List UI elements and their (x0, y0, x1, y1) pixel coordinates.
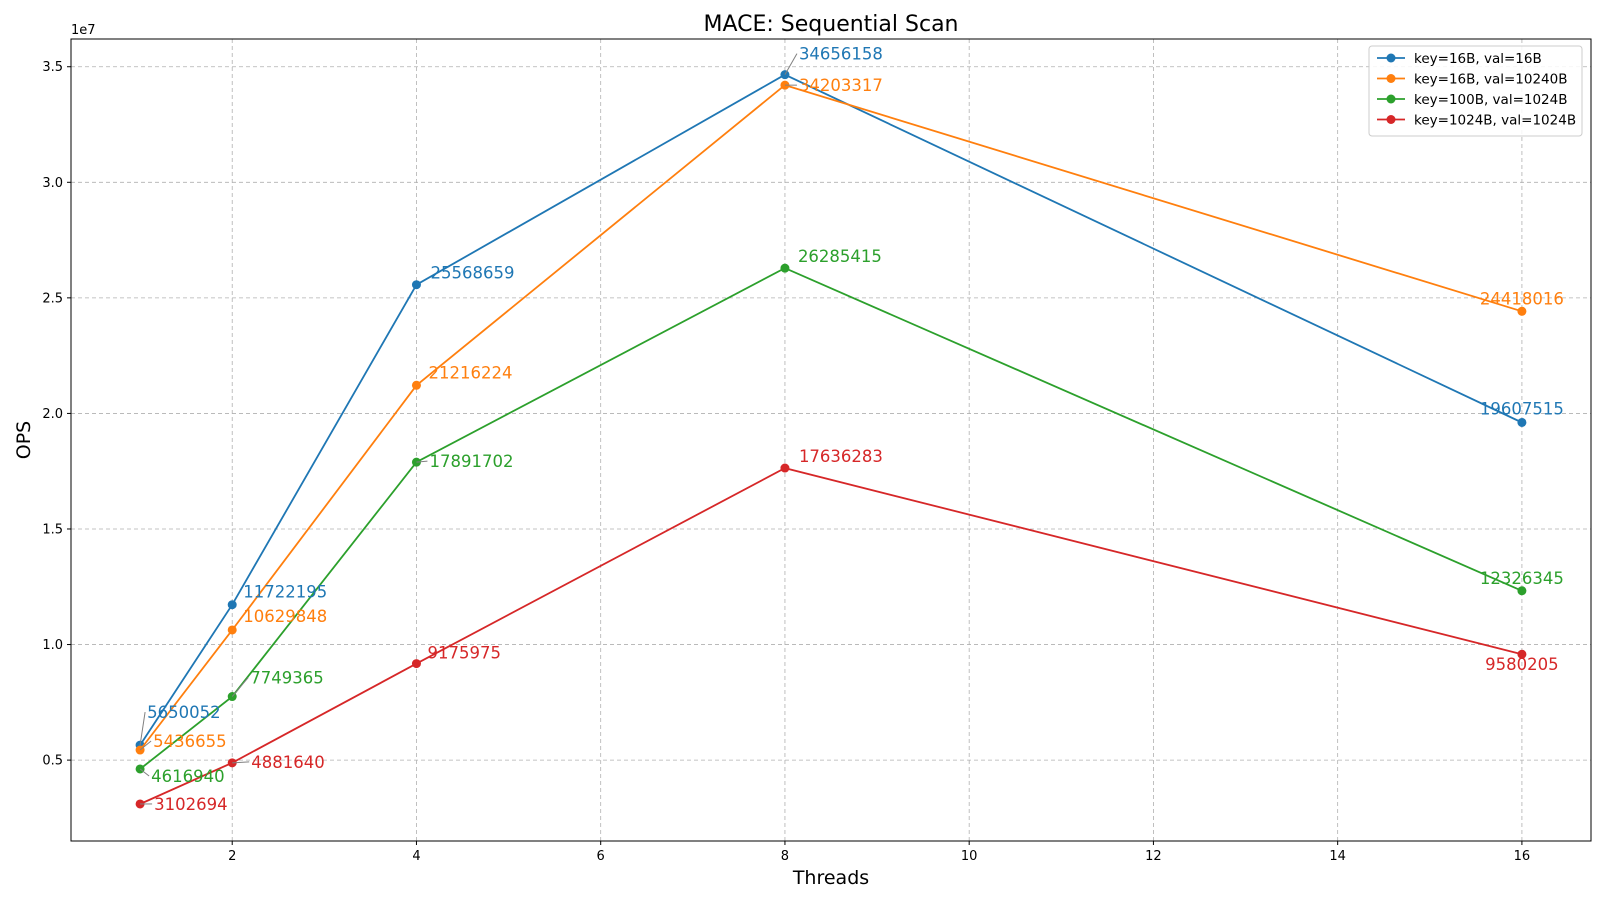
y-axis: 0.5 1.0 1.5 2.0 2.5 3.0 3.5 (42, 60, 71, 769)
data-label: 11722195 (243, 583, 327, 602)
data-point (1517, 417, 1527, 427)
legend-swatch-marker (1386, 53, 1396, 63)
legend-label: key=100B, val=1024B (1414, 92, 1568, 108)
data-label: 34203317 (799, 76, 883, 95)
annotation-leader (232, 761, 250, 764)
y-tick-label: 0.5 (42, 754, 63, 769)
data-label: 34656158 (799, 45, 883, 64)
data-label: 9175975 (427, 644, 501, 663)
x-tick-label: 4 (412, 849, 420, 864)
annotation-layer: 5650052 11722195 25568659 34656158 19607515 5… (139, 45, 1564, 814)
x-axis-title: Threads (792, 867, 869, 889)
data-label: 9580205 (1485, 655, 1559, 674)
data-point (227, 600, 237, 610)
data-label: 5650052 (147, 703, 221, 722)
data-point (1517, 649, 1527, 659)
y-tick-label: 3.5 (42, 60, 63, 75)
data-point (411, 380, 421, 390)
data-point (227, 625, 237, 635)
y-axis-multiplier: 1e7 (71, 23, 96, 38)
annotation-leader (139, 768, 150, 777)
x-tick-label: 2 (228, 849, 236, 864)
x-tick-label: 14 (1329, 849, 1346, 864)
data-point (1517, 586, 1527, 596)
x-tick-label: 16 (1514, 849, 1531, 864)
y-tick-label: 2.5 (42, 291, 63, 306)
data-point (780, 463, 790, 473)
x-tick-label: 10 (961, 849, 978, 864)
data-point (411, 280, 421, 290)
data-label: 12326345 (1480, 569, 1564, 588)
annotation-leader (139, 712, 146, 746)
legend-item: key=100B, val=1024B (1377, 92, 1568, 108)
data-label: 24418016 (1480, 289, 1564, 308)
data-label: 3102694 (154, 795, 228, 814)
y-tick-label: 1.5 (42, 522, 63, 537)
legend-swatch-marker (1386, 115, 1396, 124)
x-tick-label: 6 (597, 849, 605, 864)
legend-item: key=1024B, val=1024B (1377, 113, 1576, 129)
data-point (411, 659, 421, 669)
data-point (1517, 306, 1527, 316)
data-label: 10629848 (243, 607, 327, 626)
annotation-leader (784, 53, 798, 75)
data-label: 21216224 (428, 363, 512, 382)
y-tick-label: 3.0 (42, 176, 63, 191)
data-label: 4616940 (151, 767, 225, 786)
legend-item: key=16B, val=16B (1377, 51, 1542, 67)
legend-item: key=16B, val=10240B (1377, 72, 1568, 88)
data-label: 4881640 (251, 753, 325, 772)
legend-label: key=16B, val=16B (1414, 51, 1542, 67)
legend-box (1368, 45, 1583, 137)
y-tick-label: 1.0 (42, 638, 63, 653)
data-label: 17636283 (799, 447, 883, 466)
annotation-leader (231, 677, 249, 697)
legend-label: key=16B, val=10240B (1414, 72, 1568, 88)
data-label: 25568659 (430, 264, 514, 283)
legend-label: key=1024B, val=1024B (1414, 113, 1576, 129)
data-point (780, 263, 790, 273)
x-tick-label: 12 (1145, 849, 1162, 864)
annotation-leader (139, 740, 152, 751)
data-label: 26285415 (798, 247, 882, 266)
y-tick-label: 2.0 (42, 407, 63, 422)
legend: key=16B, val=16B key=16B, val=10240B key=1… (1368, 45, 1583, 137)
legend-swatch-marker (1386, 94, 1396, 104)
data-label: 7749365 (250, 669, 324, 688)
annotation-leader (416, 460, 428, 463)
data-label: 19607515 (1480, 399, 1564, 418)
x-tick-label: 8 (781, 849, 789, 864)
y-axis-title: OPS (13, 421, 35, 459)
grid (71, 39, 1591, 841)
plot-frame (70, 38, 1592, 842)
legend-swatch-marker (1386, 74, 1396, 83)
chart-title: MACE: Sequential Scan (703, 12, 958, 37)
data-label: 17891702 (429, 452, 513, 471)
x-axis: 2 4 6 8 10 12 14 16 (228, 841, 1530, 864)
data-label: 5436655 (153, 732, 227, 751)
